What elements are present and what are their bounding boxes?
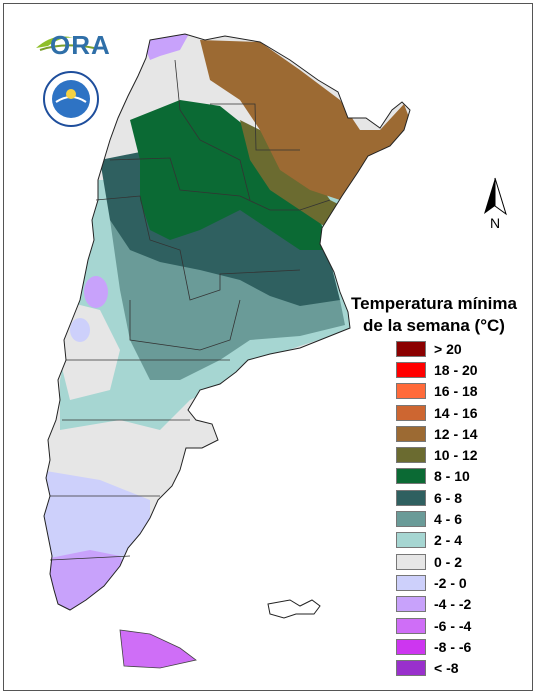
- legend-item: -4 - -2: [396, 594, 478, 615]
- legend-item: 4 - 6: [396, 508, 478, 529]
- legend-swatch: [396, 617, 426, 634]
- country-outline: [43, 33, 411, 611]
- legend-swatch: [396, 511, 426, 528]
- legend-swatch: [396, 447, 426, 464]
- north-label: N: [490, 215, 500, 231]
- tierra-del-fuego: [119, 629, 197, 669]
- legend-label: -4 - -2: [434, 596, 472, 613]
- legend-swatch: [396, 489, 426, 506]
- legend-item: 10 - 12: [396, 444, 478, 465]
- legend-item: 8 - 10: [396, 466, 478, 487]
- legend-item: > 20: [396, 338, 478, 359]
- ora-logo-text: ORA: [50, 30, 111, 60]
- legend-label: 18 - 20: [434, 361, 478, 378]
- legend-label: 4 - 6: [434, 511, 463, 528]
- legend-label: 6 - 8: [434, 489, 463, 506]
- legend-swatch: [396, 574, 426, 591]
- legend-item: 16 - 18: [396, 381, 478, 402]
- legend-label: 12 - 14: [434, 425, 478, 442]
- smn-seal-icon: [43, 71, 99, 127]
- malvinas-islands: [267, 599, 321, 619]
- legend-title-line1: Temperatura mínima: [351, 294, 517, 313]
- legend-swatch: [396, 553, 426, 570]
- legend-item: 0 - 2: [396, 551, 478, 572]
- legend-item: 12 - 14: [396, 423, 478, 444]
- legend-swatch: [396, 660, 426, 677]
- legend-label: -6 - -4: [434, 617, 472, 634]
- legend-label: 8 - 10: [434, 468, 470, 485]
- legend-label: 2 - 4: [434, 532, 463, 549]
- legend-swatch: [396, 340, 426, 357]
- province-boundaries: [49, 59, 331, 561]
- legend-title: Temperatura mínima de la semana (°C): [340, 293, 528, 337]
- legend-swatch: [396, 532, 426, 549]
- legend-title-line2: de la semana (°C): [363, 316, 505, 335]
- legend-label: -8 - -6: [434, 638, 472, 655]
- legend-swatch: [396, 404, 426, 421]
- legend: > 20 18 - 20 16 - 18 14 - 16 12 - 14 10 - 12 8…: [396, 338, 478, 679]
- legend-label: -2 - 0: [434, 574, 467, 591]
- legend-item: -8 - -6: [396, 636, 478, 657]
- legend-item: -2 - 0: [396, 572, 478, 593]
- legend-label: 0 - 2: [434, 553, 463, 570]
- legend-item: -6 - -4: [396, 615, 478, 636]
- legend-swatch: [396, 383, 426, 400]
- legend-swatch: [396, 468, 426, 485]
- legend-swatch: [396, 361, 426, 378]
- legend-swatch: [396, 638, 426, 655]
- legend-item: 18 - 20: [396, 359, 478, 380]
- legend-item: 14 - 16: [396, 402, 478, 423]
- legend-label: 16 - 18: [434, 383, 478, 400]
- legend-item: 2 - 4: [396, 530, 478, 551]
- legend-item: < -8: [396, 657, 478, 678]
- ora-logo: [36, 36, 95, 51]
- legend-label: 14 - 16: [434, 404, 478, 421]
- legend-label: < -8: [434, 660, 459, 677]
- north-arrow-icon: N: [484, 177, 507, 231]
- legend-label: > 20: [434, 340, 462, 357]
- legend-item: 6 - 8: [396, 487, 478, 508]
- legend-label: 10 - 12: [434, 447, 478, 464]
- legend-swatch: [396, 425, 426, 442]
- legend-swatch: [396, 596, 426, 613]
